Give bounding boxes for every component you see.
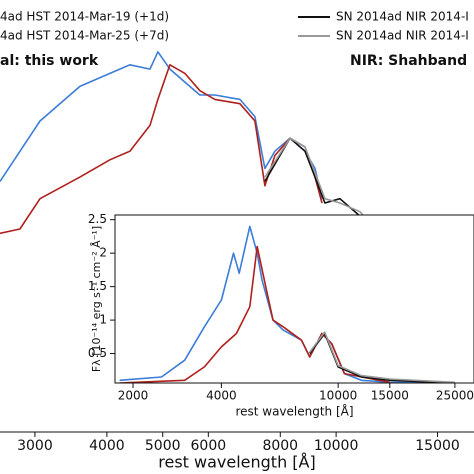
legend-label: 4ad HST 2014-Mar-25 (+7d) (0, 29, 169, 43)
x-axis-label: rest wavelength [Å] (235, 404, 353, 419)
y-tick-label: 2 (99, 246, 107, 260)
annotation: NIR: Shahband (350, 53, 467, 69)
spectrum-line (0, 50, 323, 199)
x-tick-label: 5000 (145, 438, 181, 454)
x-tick-label: 4000 (89, 438, 125, 454)
inset-plot (119, 225, 455, 383)
y-tick-label: 2.5 (88, 212, 107, 226)
legend-label: 4ad HST 2014-Mar-19 (+1d) (0, 10, 169, 24)
spectrum-line (309, 331, 455, 383)
x-tick-label: 25000 (436, 389, 474, 403)
labels: 3000 4000 5000 6000 8000 10000 15000 rest wavel… (0, 10, 474, 472)
x-tick-label: 2000 (118, 389, 149, 403)
x-tick-label: 10000 (319, 389, 357, 403)
legend-label: SN 2014ad NIR 2014-I (336, 10, 469, 24)
spectrum-line (309, 332, 455, 383)
x-tick-label: 3000 (17, 438, 53, 454)
y-tick-label: 1 (99, 313, 107, 327)
inset-frame (114, 214, 474, 384)
x-tick-label: 15000 (415, 438, 460, 454)
y-tick-label: 1.5 (88, 279, 107, 293)
y-axis-label: Fλ [10⁻¹⁴ erg s⁻¹ cm⁻² Å⁻¹] (90, 226, 103, 372)
x-tick-label: 10000 (314, 438, 359, 454)
x-tick-label: 4000 (206, 389, 237, 403)
legend-label: SN 2014ad NIR 2014-I (336, 29, 469, 43)
x-tick-label: 15000 (371, 389, 409, 403)
x-tick-label: 6000 (191, 438, 227, 454)
spectrum-line (0, 64, 323, 235)
y-tick-label: 0.5 (88, 346, 107, 360)
annotation: al: this work (0, 53, 99, 69)
x-tick-label: 8000 (262, 438, 298, 454)
x-axis-label: rest wavelength [Å] (158, 453, 315, 472)
